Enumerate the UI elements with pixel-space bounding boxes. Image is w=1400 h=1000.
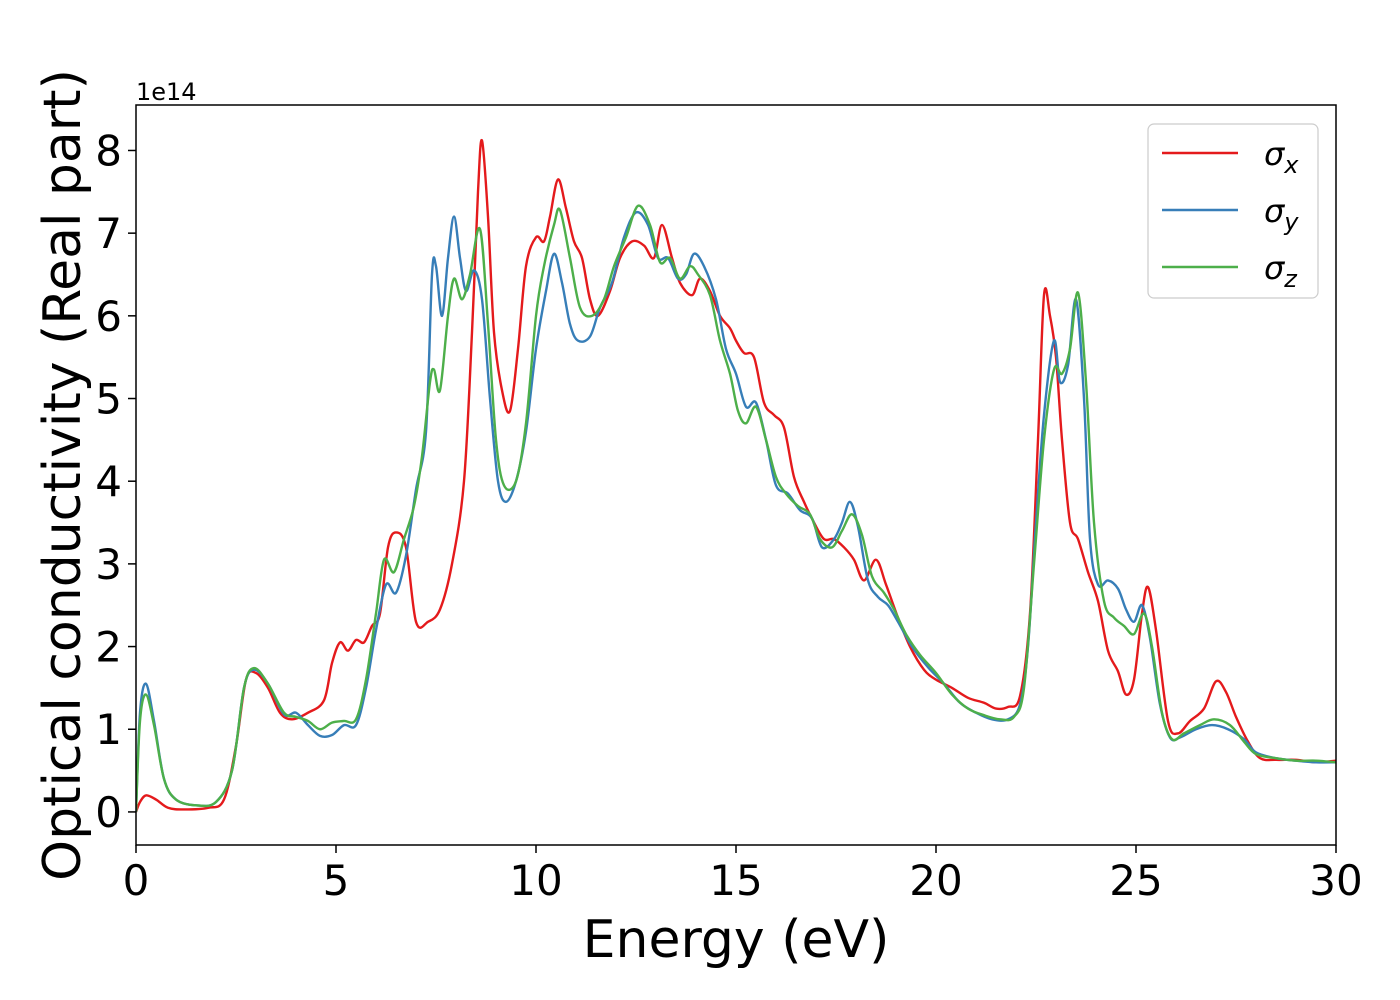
x-tick-label: 20 [909, 856, 962, 905]
y-offset-label: 1e14 [136, 78, 197, 106]
legend: σx σy σz [1147, 123, 1319, 299]
x-tick-label: 25 [1109, 856, 1162, 905]
legend-label-z: σz [1264, 249, 1298, 293]
y-axis: 0 1 2 3 4 5 6 7 8 [95, 126, 136, 837]
y-tick-label: 1 [95, 705, 122, 754]
x-tick-label: 0 [123, 856, 150, 905]
y-tick-label: 5 [95, 375, 122, 424]
series-layer [136, 139, 1336, 813]
x-tick-label: 15 [709, 856, 762, 905]
y-tick-label: 6 [95, 292, 122, 341]
y-tick-label: 2 [95, 623, 122, 672]
series-line-z [136, 204, 1336, 812]
x-axis-label: Energy (eV) [583, 910, 890, 970]
y-tick-label: 7 [95, 209, 122, 258]
legend-label-y: σy [1264, 192, 1299, 236]
x-axis: 0 5 10 15 20 25 30 [123, 845, 1363, 905]
series-line-y [136, 210, 1336, 812]
y-tick-label: 8 [95, 126, 122, 175]
x-tick-label: 5 [323, 856, 350, 905]
y-tick-label: 3 [95, 540, 122, 589]
x-tick-label: 30 [1309, 856, 1362, 905]
x-tick-label: 10 [509, 856, 562, 905]
legend-label-x: σx [1264, 135, 1299, 179]
y-tick-label: 0 [95, 788, 122, 837]
y-axis-label: Optical conductivity (Real part) [33, 69, 93, 881]
y-tick-label: 4 [95, 457, 122, 506]
